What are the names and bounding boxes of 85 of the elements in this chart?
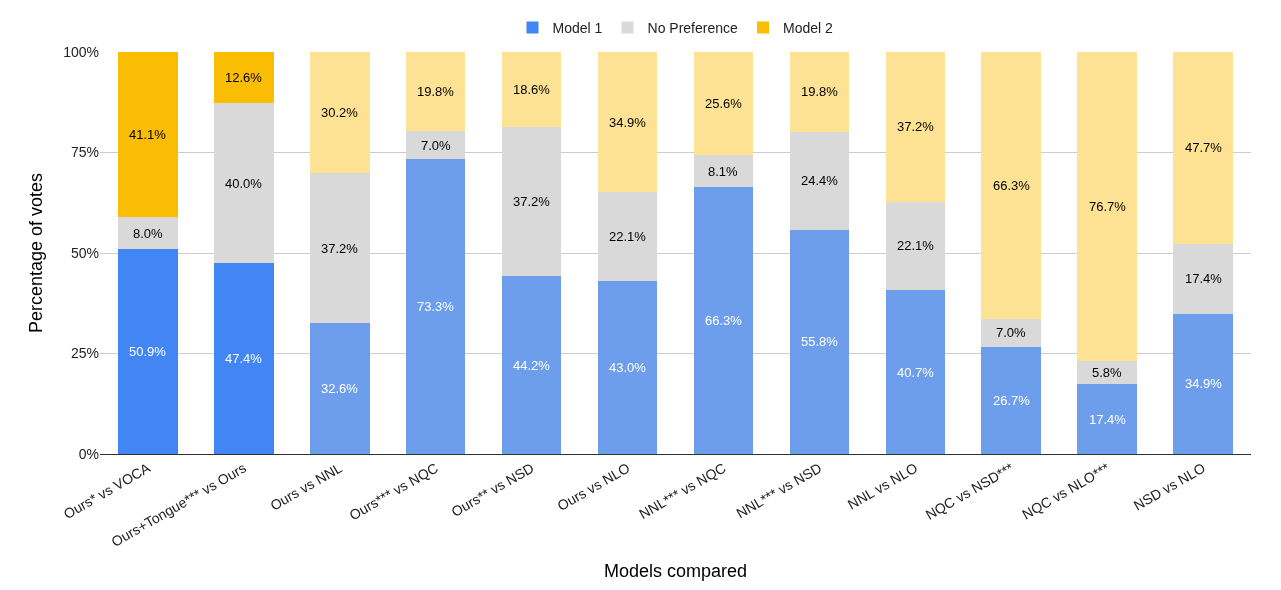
bar bbox=[501, 276, 562, 454]
data-label: 44.2% bbox=[513, 358, 551, 373]
bar bbox=[501, 52, 562, 127]
x-tick-label: Ours vs NNL bbox=[267, 459, 345, 514]
data-label: 19.8% bbox=[801, 84, 839, 99]
data-label: 37.2% bbox=[897, 119, 935, 134]
y-tick-label: 0% bbox=[78, 445, 99, 462]
legend-label: No Preference bbox=[647, 20, 738, 37]
bar bbox=[885, 201, 946, 291]
data-label: 17.4% bbox=[1185, 271, 1223, 286]
data-label: 19.8% bbox=[417, 84, 455, 99]
data-label: 24.4% bbox=[801, 173, 839, 188]
bar bbox=[885, 52, 946, 202]
data-label: 7.0% bbox=[421, 138, 452, 153]
bar bbox=[310, 173, 370, 323]
data-label: 50.9% bbox=[129, 344, 167, 359]
x-axis-title: Models compared bbox=[603, 561, 748, 582]
x-tick-label: NSD vs NLO bbox=[1130, 459, 1209, 514]
data-label: 76.7% bbox=[1089, 199, 1127, 214]
data-label: 26.7% bbox=[993, 393, 1031, 408]
bar bbox=[310, 52, 370, 174]
data-label: 47.4% bbox=[225, 351, 263, 366]
data-label: 41.1% bbox=[129, 127, 167, 142]
bar bbox=[501, 126, 562, 277]
bar bbox=[597, 281, 658, 454]
bar bbox=[1173, 313, 1233, 454]
y-tick-label: 50% bbox=[70, 244, 99, 261]
legend-label: Model 2 bbox=[783, 20, 834, 37]
bar bbox=[118, 217, 178, 250]
data-label: 7.0% bbox=[996, 325, 1027, 340]
bar bbox=[597, 192, 658, 282]
bar bbox=[405, 131, 466, 160]
bar bbox=[789, 52, 850, 132]
bar bbox=[693, 52, 754, 155]
bar bbox=[214, 263, 274, 454]
data-label: 8.0% bbox=[133, 226, 164, 241]
bar bbox=[1173, 243, 1233, 314]
data-label: 22.1% bbox=[897, 238, 935, 253]
bar bbox=[789, 131, 850, 230]
data-label: 66.3% bbox=[705, 313, 743, 328]
data-label: 32.6% bbox=[321, 381, 359, 396]
data-label: 5.8% bbox=[1092, 365, 1123, 380]
bar bbox=[981, 52, 1041, 319]
y-tick-label: 25% bbox=[70, 345, 99, 362]
data-label: 22.1% bbox=[609, 229, 647, 244]
data-label: 37.2% bbox=[513, 194, 551, 209]
bar bbox=[1077, 52, 1137, 361]
data-label: 34.9% bbox=[1185, 376, 1223, 391]
bar bbox=[118, 52, 178, 218]
y-axis-title: Percentage of votes bbox=[26, 172, 47, 334]
data-label: 30.2% bbox=[321, 105, 359, 120]
data-label: 43.0% bbox=[609, 360, 647, 375]
bar bbox=[981, 346, 1041, 454]
data-label: 25.6% bbox=[705, 96, 743, 111]
bar bbox=[1173, 52, 1233, 244]
bar bbox=[405, 159, 466, 454]
data-label: 47.7% bbox=[1185, 140, 1223, 155]
data-label: 40.7% bbox=[897, 365, 935, 380]
y-tick-label: 100% bbox=[63, 43, 99, 60]
bar bbox=[405, 52, 466, 132]
data-label: 18.6% bbox=[513, 82, 551, 97]
data-label: 12.6% bbox=[225, 70, 263, 85]
data-label: 55.8% bbox=[801, 334, 839, 349]
data-label: 17.4% bbox=[1089, 412, 1127, 427]
bar bbox=[885, 290, 946, 454]
data-label: 8.1% bbox=[708, 164, 739, 179]
data-label: 37.2% bbox=[321, 241, 359, 256]
bar bbox=[1077, 384, 1137, 454]
bar bbox=[310, 322, 370, 454]
x-tick-label: NNL vs NLO bbox=[844, 459, 921, 513]
data-label: 73.3% bbox=[417, 299, 455, 314]
data-label: 34.9% bbox=[609, 115, 647, 130]
bar bbox=[597, 52, 658, 193]
bar bbox=[214, 52, 274, 103]
bar bbox=[118, 249, 178, 454]
bar bbox=[981, 318, 1041, 347]
y-tick-label: 75% bbox=[70, 144, 99, 161]
legend-label: Model 1 bbox=[552, 20, 603, 37]
data-label: 66.3% bbox=[993, 178, 1031, 193]
data-label: 40.0% bbox=[225, 176, 263, 191]
bar bbox=[214, 102, 274, 264]
x-tick-label: Ours vs NLO bbox=[554, 459, 633, 514]
bar bbox=[693, 154, 754, 188]
bar bbox=[789, 229, 850, 454]
bar bbox=[693, 187, 754, 454]
